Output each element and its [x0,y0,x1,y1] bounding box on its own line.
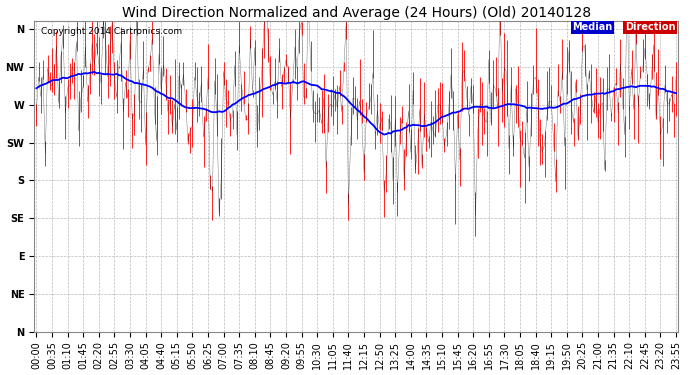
Text: Direction: Direction [625,22,676,32]
Text: Median: Median [572,22,612,32]
Title: Wind Direction Normalized and Average (24 Hours) (Old) 20140128: Wind Direction Normalized and Average (2… [121,6,591,20]
Text: Copyright 2014 Cartronics.com: Copyright 2014 Cartronics.com [41,27,181,36]
